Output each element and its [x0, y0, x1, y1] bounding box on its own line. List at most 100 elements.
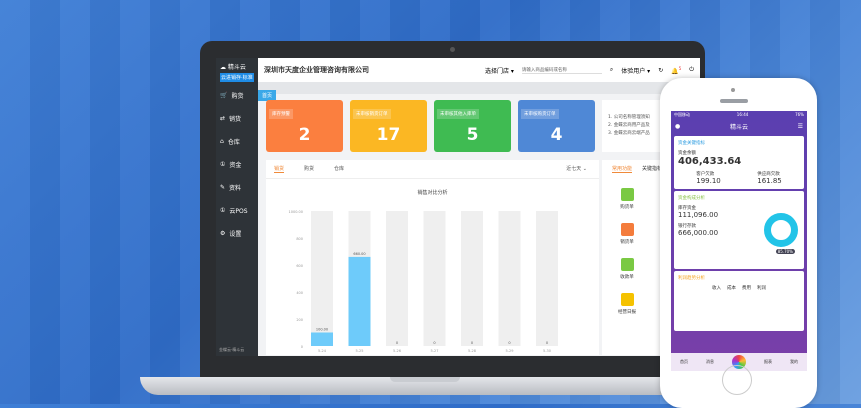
legend-item: 费用 — [742, 286, 751, 291]
donut-chart — [764, 213, 798, 247]
camera — [450, 47, 455, 52]
phone-speaker — [720, 99, 748, 103]
function-icon — [620, 223, 634, 236]
nav-messages[interactable]: 消息 — [706, 359, 714, 364]
x-tick-label: 5-26 — [393, 349, 401, 353]
pos-icon: ① — [220, 207, 226, 214]
function-item[interactable]: 收款单 — [612, 258, 642, 280]
bar-background — [423, 211, 446, 346]
sidebar-item[interactable]: ⚙ 设置 — [216, 222, 258, 245]
function-icon — [620, 293, 634, 306]
sidebar-item[interactable]: ⇄ 销货 — [216, 107, 258, 130]
sidebar-item[interactable]: ① 资金 — [216, 153, 258, 176]
nav-reports[interactable]: 报表 — [764, 359, 772, 364]
legend-item: 收入 — [712, 286, 721, 291]
notice-item[interactable]: 2. 金蝶云商用产品及 — [608, 123, 650, 128]
home-button[interactable] — [722, 365, 752, 395]
top-bar: 深圳市天度企业管理咨询有限公司 选择门店 ▾ 请输入商品编码或名称 ⌕ 体验用户… — [258, 58, 700, 82]
logo: ☁ 精斗云 云进销存·标准 — [216, 58, 258, 84]
stat-card[interactable]: 未审核其他入库单 5 — [434, 100, 511, 152]
stat-label: 未审核购货订单 — [521, 109, 559, 119]
status-bar: 中国移动 16:44 76% — [671, 111, 807, 118]
function-item[interactable]: 销货单 — [612, 223, 642, 245]
stat-card[interactable]: 未审核购货订单 4 — [518, 100, 595, 152]
function-label: 购货单 — [620, 205, 634, 210]
stat-card[interactable]: 库存预警 2 — [266, 100, 343, 152]
search-icon[interactable]: ⌕ — [609, 66, 614, 73]
refresh-icon[interactable]: ↻ — [658, 66, 664, 74]
card-title: 资金构成分析 — [678, 196, 705, 201]
range-select[interactable]: 近七天 ⌄ — [566, 166, 587, 172]
function-item[interactable]: 购货单 — [612, 188, 642, 210]
tab-common[interactable]: 常用功能 — [612, 166, 633, 173]
range-label: 近七天 — [566, 166, 582, 172]
laptop: ☁ 精斗云 云进销存·标准 🛒 购货 ⇄ 销货 ⌂ 仓库 ① 资金 ✎ 资料 ① 云POS ⚙ 设置 金蝶云… — [200, 41, 705, 379]
sidebar-item[interactable]: 🛒 购货 — [216, 84, 258, 107]
profit-card[interactable]: 利润趋势分析 收入 成本 费用 利润 — [674, 271, 804, 331]
stat-card[interactable]: 未审核销货订单 17 — [350, 100, 427, 152]
bar-value-label: 0 — [433, 341, 435, 345]
x-tick-label: 5-28 — [468, 349, 476, 353]
battery: 76% — [795, 112, 804, 117]
notice-item[interactable]: 3. 金蝶云商云端产品 — [608, 131, 650, 136]
phone-title: 精斗云 — [729, 123, 748, 131]
stat-value: 5 — [466, 125, 479, 145]
bar[interactable] — [348, 256, 371, 346]
tab-sales[interactable]: 销货 — [274, 166, 285, 173]
user-menu[interactable]: 体验用户 ▾ — [621, 67, 651, 75]
sidebar-item-label: 仓库 — [227, 139, 240, 146]
tab-warehouse[interactable]: 仓库 — [334, 166, 345, 172]
bar-value-label: 100.00 — [316, 328, 328, 332]
x-tick-label: 5-29 — [506, 349, 514, 353]
store-select[interactable]: 选择门店 ▾ — [484, 67, 514, 75]
logo-name: 精斗云 — [227, 64, 246, 71]
function-label: 经营日报 — [618, 310, 636, 315]
funds-card[interactable]: 资金关键指标 资金余额 406,433.64 客户欠款 199.10 供应商欠款 16… — [674, 136, 804, 189]
sidebar-item-label: 设置 — [229, 231, 242, 238]
bar-background — [536, 211, 558, 346]
stat-value: 2 — [298, 125, 311, 145]
sidebar-item[interactable]: ✎ 资料 — [216, 176, 258, 199]
notice-item[interactable]: 1. 公司名称管理须知 — [608, 115, 650, 120]
tab-purchase[interactable]: 购货 — [304, 166, 315, 172]
stat-label: 库存预警 — [269, 109, 293, 119]
search-input[interactable]: 请输入商品编码或名称 — [521, 67, 602, 74]
tab-kpi[interactable]: 关键指标 — [642, 166, 663, 172]
bar-chart: 1000.00 0 200 400 600 800 100.00 5-24 660.00 5-25… — [289, 210, 558, 353]
sidebar-item[interactable]: ① 云POS — [216, 199, 258, 222]
bar-value-label: 0 — [508, 341, 510, 345]
sales-icon: ⇄ — [220, 115, 226, 122]
label: 库存资金 — [678, 206, 696, 211]
value: 199.10 — [696, 177, 721, 185]
menu-icon[interactable]: ☰ — [797, 122, 803, 130]
carrier: 中国移动 — [674, 112, 690, 117]
tab-home[interactable]: 首页 — [258, 90, 277, 101]
bar-value-label: 0 — [396, 341, 398, 345]
donut-percent: 85.70% — [775, 249, 795, 254]
power-icon[interactable]: ⏻ — [689, 66, 694, 73]
value: 111,096.00 — [678, 211, 719, 219]
notif-badge: 5 — [678, 65, 682, 71]
sidebar-item-label: 购货 — [231, 93, 244, 100]
x-tick-label: 5-25 — [356, 349, 364, 353]
x-tick-label: 5-24 — [318, 349, 327, 353]
money-icon: ① — [220, 161, 226, 168]
sidebar-item[interactable]: ⌂ 仓库 — [216, 130, 258, 153]
nav-me[interactable]: 我的 — [790, 359, 798, 364]
y-tick-label: 200 — [296, 318, 303, 322]
avatar[interactable]: ● — [675, 122, 681, 130]
sidebar-item-label: 资料 — [229, 185, 242, 192]
function-item[interactable]: 经营日报 — [612, 293, 642, 315]
funds-composition-card[interactable]: 资金构成分析 库存资金 111,096.00 银行存款 666,000.00 85.… — [674, 191, 804, 269]
label: 客户欠款 — [696, 172, 715, 177]
bar[interactable] — [311, 332, 333, 347]
sidebar-item-label: 销货 — [229, 116, 242, 123]
y-tick-label: 600 — [296, 264, 303, 268]
user-name: 体验用户 — [621, 67, 646, 75]
nav-home[interactable]: 首页 — [680, 359, 688, 364]
company-title: 深圳市天度企业管理咨询有限公司 — [264, 66, 369, 74]
bell-icon[interactable]: 🔔5 — [671, 65, 682, 75]
function-icon — [620, 188, 634, 201]
phone-screen: 中国移动 16:44 76% ● 精斗云 ☰ 资金关键指标 资金余额 406,433.6… — [671, 111, 807, 371]
total-funds: 406,433.64 — [678, 156, 742, 167]
